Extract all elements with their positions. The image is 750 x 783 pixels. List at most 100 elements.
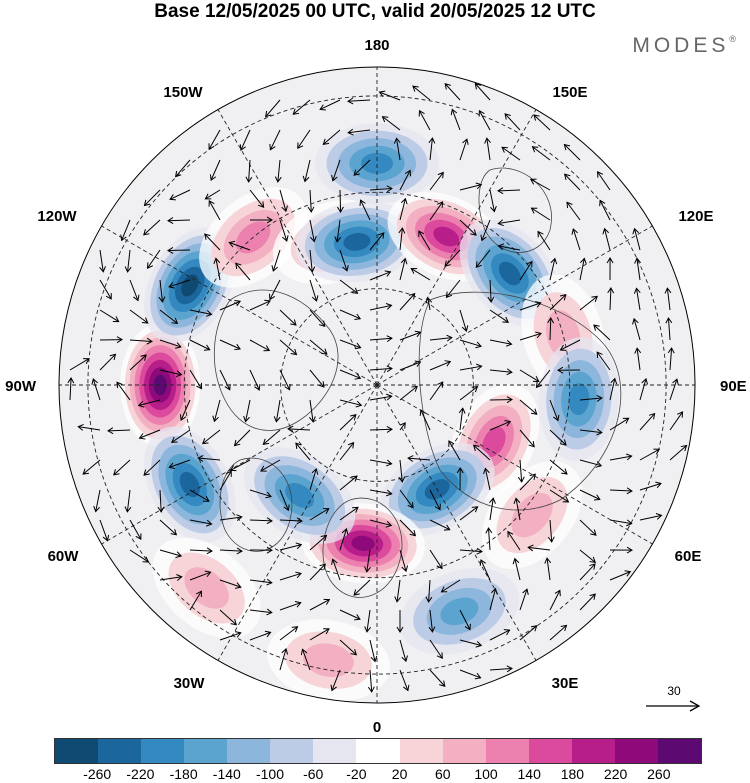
wind-arrow: [309, 369, 325, 388]
anomaly-contour: [181, 274, 199, 297]
wind-arrow: [599, 199, 611, 221]
wind-arrow: [219, 369, 231, 391]
wind-arrow: [147, 249, 161, 269]
wind-arrow: [472, 444, 491, 461]
wind-arrow: [399, 519, 417, 537]
wind-arrow: [399, 330, 422, 341]
colorbar-tick: -180: [169, 766, 198, 782]
wind-arrow: [369, 270, 392, 281]
wind-arrow: [579, 428, 603, 436]
wind-arrow: [669, 444, 688, 461]
wind-arrow: [512, 557, 521, 581]
wind-arrow: [99, 519, 110, 542]
wind-arrow: [262, 429, 281, 445]
wind-arrow: [143, 219, 161, 236]
wind-arrow: [407, 455, 431, 462]
colorbar-bin: [571, 739, 615, 763]
wind-arrow: [459, 182, 483, 191]
wind-arrow: [485, 527, 493, 551]
wind-arrow: [579, 563, 596, 581]
wind-arrow: [67, 377, 75, 401]
lon-label-150e: 150E: [552, 84, 587, 101]
wind-arrow: [378, 90, 401, 101]
wind-arrow: [330, 669, 341, 692]
wind-arrow: [271, 249, 281, 272]
wind-arrow: [399, 257, 408, 281]
wind-arrow: [429, 519, 451, 531]
wind-arrow: [274, 159, 282, 183]
wind-arrow: [547, 519, 555, 543]
anomaly-contour: [343, 232, 371, 251]
wind-arrow: [459, 506, 479, 521]
anomaly-contour: [511, 492, 553, 538]
anomaly-center: [295, 201, 419, 283]
wind-arrow: [167, 217, 191, 225]
wind-arrow: [353, 159, 371, 176]
wind-arrow: [279, 189, 288, 213]
wind-arrow: [279, 219, 289, 242]
wind-arrow: [249, 369, 261, 391]
wind-arrow: [279, 542, 303, 551]
wind-arrow: [399, 360, 422, 371]
colorbar: [54, 738, 702, 764]
wind-arrow: [484, 137, 491, 161]
wind-arrow: [489, 420, 512, 431]
wind-arrow: [489, 629, 511, 641]
lon-label-180: 180: [364, 37, 389, 54]
wind-arrow: [302, 159, 311, 183]
wind-arrow: [309, 309, 326, 328]
wind-arrow: [213, 257, 221, 281]
wind-arrow: [219, 299, 242, 311]
wind-arrow: [429, 201, 444, 221]
wind-arrow: [369, 426, 393, 433]
wind-arrow: [359, 199, 371, 221]
wind-arrow: [399, 489, 414, 509]
wind-arrow: [279, 647, 289, 671]
lon-label-30w: 30W: [174, 675, 206, 692]
wind-arrow: [497, 243, 521, 251]
colorbar-bin: [442, 739, 486, 763]
wind-arrow: [444, 249, 461, 267]
wind-arrow: [369, 365, 393, 373]
wind-arrow: [519, 301, 542, 311]
wind-arrow: [593, 324, 611, 341]
wind-arrow: [399, 639, 408, 663]
wind-arrow: [459, 386, 479, 401]
wind-arrow: [537, 230, 551, 251]
wind-arrow: [309, 399, 316, 423]
colorbar-tick: -60: [303, 766, 324, 782]
wind-arrow: [245, 159, 253, 183]
wind-arrow: [369, 335, 393, 343]
wind-arrow: [189, 489, 210, 502]
wind-arrow: [429, 669, 446, 687]
wind-arrow: [77, 423, 101, 431]
wind-arrow: [309, 467, 319, 491]
wind-arrow: [459, 639, 483, 648]
wind-arrow: [549, 399, 560, 422]
wind-arrow: [269, 279, 281, 301]
wind-arrow: [239, 129, 251, 151]
wind-arrow: [483, 467, 491, 491]
wind-arrow: [138, 429, 161, 440]
wind-arrow: [579, 295, 599, 311]
wind-arrow: [159, 339, 182, 349]
coastline: [478, 167, 552, 253]
wind-arrow: [137, 399, 161, 408]
anomaly-center: [267, 619, 390, 702]
reference-vector-arrow: [646, 700, 701, 712]
colorbar-tick: -100: [255, 766, 285, 782]
wind-arrow: [279, 369, 291, 391]
colorbar-bin: [528, 739, 572, 763]
anomaly-contour: [179, 471, 200, 498]
wind-arrow: [632, 227, 641, 251]
wind-arrow: [69, 358, 90, 371]
wind-arrow: [419, 409, 431, 431]
wind-arrow: [339, 309, 362, 320]
anomaly-contour: [303, 643, 354, 678]
colorbar-bin: [184, 739, 228, 763]
lon-label-150w: 150W: [163, 84, 203, 101]
wind-arrow: [249, 517, 273, 525]
lon-label-0: 0: [373, 719, 381, 736]
wind-arrow: [549, 459, 568, 475]
colorbar-tick-labels: -260 -220 -180 -140 -100 -60 -20 20 60 100 140 180 2…: [54, 766, 702, 783]
